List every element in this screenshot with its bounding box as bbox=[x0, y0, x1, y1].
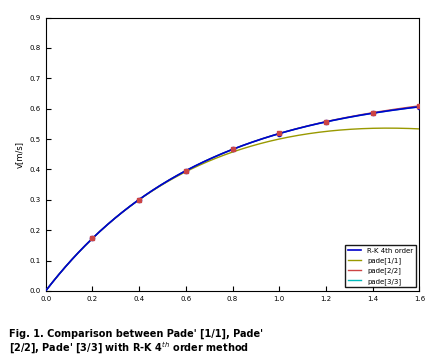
pade[2/2] bbox=[313, 122, 318, 126]
R-K 4th order bbox=[191, 165, 196, 169]
pade[1/1] bbox=[165, 180, 170, 184]
R-K 4th order bbox=[278, 131, 283, 135]
R-K 4th order bbox=[313, 122, 318, 126]
pade[3/3] bbox=[313, 122, 318, 126]
pade[2/2] bbox=[165, 179, 170, 183]
pade[3/3] bbox=[43, 289, 48, 293]
Line: pade[2/2]: pade[2/2] bbox=[46, 106, 419, 291]
pade[1/1] bbox=[191, 166, 196, 170]
pade[1/1] bbox=[313, 131, 318, 135]
Text: Fig. 1. Comparison between Pade' [1/1], Pade'
[2/2], Pade' [3/3] with R-K 4$^{th: Fig. 1. Comparison between Pade' [1/1], … bbox=[9, 329, 263, 356]
pade[2/2] bbox=[278, 131, 283, 135]
R-K 4th order bbox=[43, 289, 48, 293]
Line: pade[1/1]: pade[1/1] bbox=[46, 128, 419, 291]
pade[3/3] bbox=[88, 238, 93, 242]
Line: pade[3/3]: pade[3/3] bbox=[46, 107, 419, 291]
pade[2/2] bbox=[43, 289, 48, 293]
pade[1/1] bbox=[315, 130, 320, 135]
pade[1/1] bbox=[43, 289, 48, 293]
pade[3/3] bbox=[315, 122, 320, 126]
R-K 4th order bbox=[315, 122, 320, 126]
R-K 4th order bbox=[417, 105, 422, 109]
R-K 4th order bbox=[165, 179, 170, 183]
pade[1/1] bbox=[88, 238, 93, 242]
pade[3/3] bbox=[417, 105, 422, 109]
pade[3/3] bbox=[278, 131, 283, 135]
pade[3/3] bbox=[165, 179, 170, 183]
pade[2/2] bbox=[88, 238, 93, 242]
Y-axis label: v[m/s]: v[m/s] bbox=[15, 141, 24, 168]
Line: R-K 4th order: R-K 4th order bbox=[46, 107, 419, 291]
R-K 4th order bbox=[88, 238, 93, 242]
pade[2/2] bbox=[191, 165, 196, 169]
pade[2/2] bbox=[417, 104, 422, 108]
Legend: R-K 4th order, pade[1/1], pade[2/2], pade[3/3]: R-K 4th order, pade[1/1], pade[2/2], pad… bbox=[345, 245, 416, 288]
pade[1/1] bbox=[417, 127, 422, 131]
pade[3/3] bbox=[191, 165, 196, 169]
pade[2/2] bbox=[315, 121, 320, 126]
pade[1/1] bbox=[278, 136, 283, 141]
pade[1/1] bbox=[385, 126, 390, 130]
